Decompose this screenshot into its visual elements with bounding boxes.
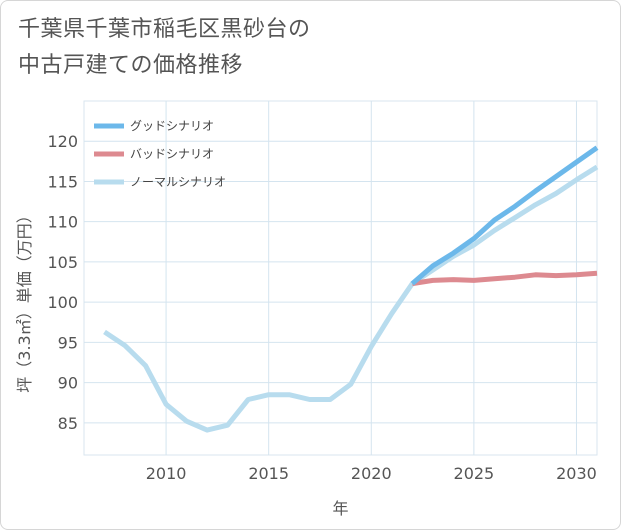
legend-label: グッドシナリオ <box>130 119 214 133</box>
x-axis-title: 年 <box>332 499 348 518</box>
y-tick-label: 95 <box>58 333 78 352</box>
x-tick-label: 2020 <box>351 464 392 483</box>
y-tick-label: 100 <box>47 293 78 312</box>
y-tick-label: 110 <box>47 213 78 232</box>
y-tick-label: 105 <box>47 253 78 272</box>
legend-label: ノーマルシナリオ <box>130 175 226 189</box>
x-tick-label: 2010 <box>146 464 187 483</box>
series-line-normal <box>103 164 599 433</box>
x-tick-label: 2025 <box>454 464 495 483</box>
x-tick-label: 2030 <box>556 464 597 483</box>
legend-label: バッドシナリオ <box>130 147 214 161</box>
chart-title: 千葉県千葉市稲毛区黒砂台の 中古戸建ての価格推移 <box>18 17 311 78</box>
y-tick-label: 115 <box>47 172 78 191</box>
series-line-bad <box>411 270 598 287</box>
y-tick-label: 85 <box>58 414 78 433</box>
x-tick-label: 2015 <box>248 464 289 483</box>
y-tick-label: 90 <box>58 374 78 393</box>
plot-area <box>83 100 598 456</box>
tick-labels: 2010 2015 2020 2025 2030 85 90 95 100 105 110 115 12… <box>47 132 596 483</box>
series-line-good <box>410 145 599 286</box>
y-tick-label: 120 <box>47 132 78 151</box>
series-layer <box>103 145 599 433</box>
y-axis-title: 坪（3.3㎡）単価（万円） <box>15 207 34 392</box>
